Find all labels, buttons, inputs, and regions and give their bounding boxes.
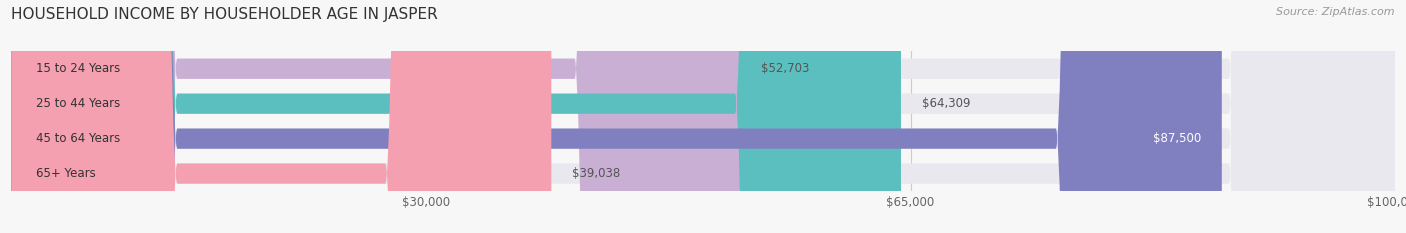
- Text: 25 to 44 Years: 25 to 44 Years: [37, 97, 121, 110]
- FancyBboxPatch shape: [11, 0, 1395, 233]
- FancyBboxPatch shape: [11, 0, 551, 233]
- Text: $39,038: $39,038: [572, 167, 620, 180]
- Text: $87,500: $87,500: [1153, 132, 1201, 145]
- Text: Source: ZipAtlas.com: Source: ZipAtlas.com: [1277, 7, 1395, 17]
- Text: 15 to 24 Years: 15 to 24 Years: [37, 62, 121, 75]
- FancyBboxPatch shape: [11, 0, 1395, 233]
- FancyBboxPatch shape: [11, 0, 741, 233]
- FancyBboxPatch shape: [11, 0, 1222, 233]
- Text: $52,703: $52,703: [761, 62, 810, 75]
- Text: HOUSEHOLD INCOME BY HOUSEHOLDER AGE IN JASPER: HOUSEHOLD INCOME BY HOUSEHOLDER AGE IN J…: [11, 7, 439, 22]
- FancyBboxPatch shape: [11, 0, 1395, 233]
- Text: $64,309: $64,309: [922, 97, 970, 110]
- FancyBboxPatch shape: [11, 0, 901, 233]
- Text: 45 to 64 Years: 45 to 64 Years: [37, 132, 121, 145]
- FancyBboxPatch shape: [11, 0, 1395, 233]
- Text: 65+ Years: 65+ Years: [37, 167, 96, 180]
